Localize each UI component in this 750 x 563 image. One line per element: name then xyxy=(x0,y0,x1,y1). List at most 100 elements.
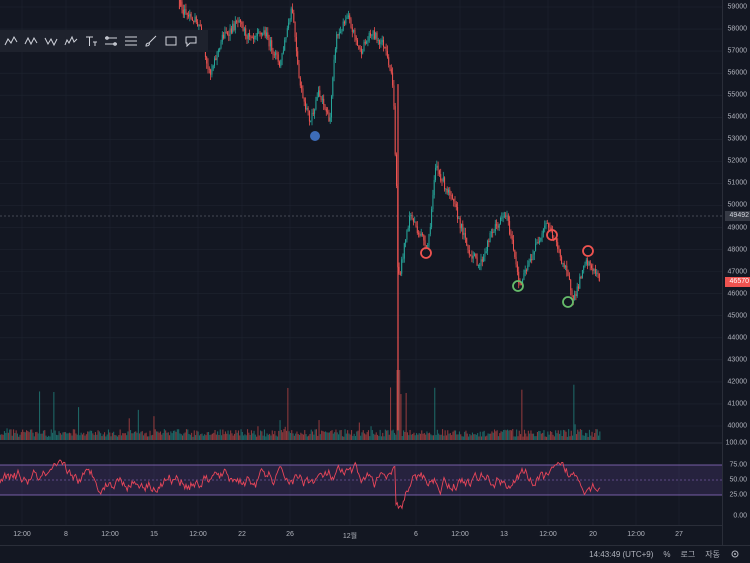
volume-bar xyxy=(231,433,233,440)
volume-bar xyxy=(188,433,190,440)
volume-bar xyxy=(122,433,124,440)
horizontal-lines-icon[interactable] xyxy=(103,33,119,49)
volume-bar xyxy=(582,435,584,440)
volume-bar xyxy=(78,407,80,440)
volume-bar xyxy=(72,429,74,440)
volume-bar xyxy=(314,429,316,440)
volume-bar xyxy=(322,431,324,440)
parallel-lines-icon[interactable] xyxy=(123,33,139,49)
volume-bar xyxy=(345,433,347,440)
candle-body xyxy=(310,120,312,122)
volume-bar xyxy=(130,430,132,440)
volume-bar xyxy=(309,433,311,440)
candle-body xyxy=(263,30,265,34)
volume-bar xyxy=(313,434,315,440)
price-axis-label: 46000 xyxy=(727,290,747,298)
price-axis[interactable]: 0.00 25.00 50.00 75.00 100.00 40000 41000 42000… xyxy=(722,0,750,545)
volume-bar xyxy=(228,434,230,440)
volume-bar xyxy=(595,429,597,440)
price-axis-label: 57000 xyxy=(727,47,747,55)
volume-bar xyxy=(351,430,353,440)
candle-body xyxy=(598,273,600,281)
price-chart[interactable] xyxy=(0,0,722,545)
auto-scale-toggle[interactable]: 자동 xyxy=(705,550,720,559)
volume-bar xyxy=(514,436,516,440)
volume-bar xyxy=(80,432,82,440)
log-scale-toggle[interactable]: 로그 xyxy=(680,550,696,559)
price-axis-label: 56000 xyxy=(727,69,747,77)
price-axis-label: 40000 xyxy=(727,422,747,430)
volume-bar xyxy=(452,431,454,440)
volume-bar xyxy=(390,387,392,440)
candle-body xyxy=(576,286,578,297)
candle-body xyxy=(285,37,287,41)
volume-bar xyxy=(20,432,22,440)
volume-bar xyxy=(187,429,189,440)
volume-bar xyxy=(354,436,356,440)
candle-body xyxy=(442,177,444,181)
candle-body xyxy=(477,265,479,267)
candle-body xyxy=(470,254,472,256)
candle-body xyxy=(290,8,292,20)
brush-icon[interactable] xyxy=(143,33,159,49)
price-axis-label: 44000 xyxy=(727,334,747,342)
rectangle-icon[interactable] xyxy=(163,33,179,49)
volume-bar xyxy=(1,434,3,440)
candle-body xyxy=(353,29,355,32)
percent-scale-toggle[interactable]: % xyxy=(663,550,671,559)
volume-bar xyxy=(174,430,176,440)
candle-body xyxy=(555,238,557,243)
volume-bar xyxy=(386,430,388,440)
candle-body xyxy=(181,1,183,10)
candle-body xyxy=(464,232,466,238)
candle-body xyxy=(403,242,405,259)
note-icon[interactable] xyxy=(183,33,199,49)
volume-bar xyxy=(466,433,468,440)
candle-body xyxy=(485,251,487,254)
volume-bar xyxy=(167,432,169,440)
candle-body xyxy=(381,39,383,43)
candle-body xyxy=(329,117,331,122)
volume-bar xyxy=(318,420,320,440)
volume-bar xyxy=(241,431,243,440)
time-axis[interactable]: 12:00 8 12:00 15 12:00 22 26 12월 6 12:00 13 12:00 20… xyxy=(0,525,722,546)
volume-bar xyxy=(406,432,408,440)
volume-bar xyxy=(409,430,411,440)
volume-bar xyxy=(286,430,288,440)
candle-body xyxy=(558,248,560,250)
volume-bar xyxy=(249,434,251,440)
candle-body xyxy=(256,33,258,36)
volume-bar xyxy=(283,429,285,440)
candle-body xyxy=(468,249,470,255)
time-axis-label: 13 xyxy=(500,531,508,538)
candle-body xyxy=(306,107,308,110)
candle-body xyxy=(223,34,225,38)
abcd-pattern-icon[interactable] xyxy=(3,33,19,49)
volume-bar xyxy=(89,430,91,440)
elliott-wave-icon[interactable] xyxy=(63,33,79,49)
candle-body xyxy=(280,60,282,67)
candle-body xyxy=(520,283,522,286)
candle-body xyxy=(237,21,239,23)
volume-bar xyxy=(274,430,276,440)
abcd-pattern-icon-2[interactable] xyxy=(23,33,39,49)
time-axis-label: 12:00 xyxy=(627,531,645,538)
volume-bar xyxy=(154,429,156,440)
time-axis-label: 20 xyxy=(589,531,597,538)
candle-body xyxy=(185,9,187,13)
time-axis-label: 27 xyxy=(675,531,683,538)
candle-body xyxy=(399,273,401,275)
candle-body xyxy=(292,8,293,13)
volume-bar xyxy=(244,434,246,440)
price-axis-label: 53000 xyxy=(727,135,747,143)
candle-body xyxy=(331,96,332,118)
text-tool-icon[interactable] xyxy=(83,33,99,49)
candle-body xyxy=(236,21,238,23)
time-axis-label: 12:00 xyxy=(13,531,31,538)
xabcd-pattern-icon[interactable] xyxy=(43,33,59,49)
candle-body xyxy=(502,216,504,218)
candle-body xyxy=(412,218,414,222)
candle-body xyxy=(233,23,235,31)
settings-gear-icon[interactable] xyxy=(730,549,740,561)
volume-bar xyxy=(137,409,139,440)
